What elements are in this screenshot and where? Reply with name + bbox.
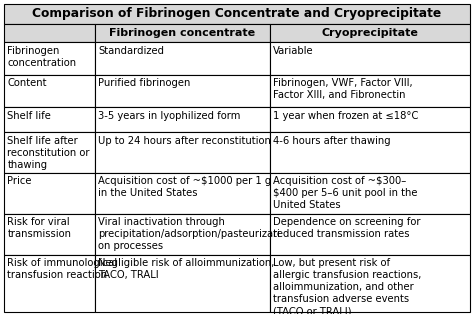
Bar [4,4,470,24]
Bar [4,107,95,132]
Text: Shelf life: Shelf life [8,111,51,121]
Text: Fibrinogen, VWF, Factor VIII,
Factor XIII, and Fibronectin: Fibrinogen, VWF, Factor VIII, Factor XII… [273,78,413,100]
Text: Dependence on screening for
reduced transmission rates: Dependence on screening for reduced tran… [273,217,420,239]
Bar [95,24,270,42]
Bar [270,24,470,42]
Bar [95,214,270,255]
Text: Comparison of Fibrinogen Concentrate and Cryoprecipitate: Comparison of Fibrinogen Concentrate and… [32,8,442,20]
Text: Risk for viral
transmission: Risk for viral transmission [8,217,72,239]
Text: Acquisition cost of ~$1000 per 1 g
in the United States: Acquisition cost of ~$1000 per 1 g in th… [99,176,272,198]
Bar [95,255,270,312]
Bar [270,107,470,132]
Bar [4,42,95,75]
Text: Price: Price [8,176,32,187]
Bar [4,75,95,107]
Text: Up to 24 hours after reconstitution: Up to 24 hours after reconstitution [99,136,271,145]
Bar [95,107,270,132]
Bar [4,173,95,214]
Text: 4-6 hours after thawing: 4-6 hours after thawing [273,136,391,145]
Text: Variable: Variable [273,46,314,56]
Text: 1 year when frozen at ≤18°C: 1 year when frozen at ≤18°C [273,111,419,121]
Text: Fibrinogen
concentration: Fibrinogen concentration [8,46,77,68]
Bar [4,132,95,173]
Bar [270,255,470,312]
Text: Risk of immunological
transfusion reaction: Risk of immunological transfusion reacti… [8,258,118,280]
Bar [270,132,470,173]
Bar [95,75,270,107]
Text: Negligible risk of alloimmunization,
TACO, TRALI: Negligible risk of alloimmunization, TAC… [99,258,275,280]
Bar [95,173,270,214]
Bar [4,214,95,255]
Text: Purified fibrinogen: Purified fibrinogen [99,78,191,88]
Bar [270,75,470,107]
Text: Viral inactivation through
precipitation/adsorption/pasteurizati
on processes: Viral inactivation through precipitation… [99,217,280,251]
Bar [4,255,95,312]
Text: Shelf life after
reconstitution or
thawing: Shelf life after reconstitution or thawi… [8,136,90,170]
Text: Acquisition cost of ~$300–
$400 per 5–6 unit pool in the
United States: Acquisition cost of ~$300– $400 per 5–6 … [273,176,418,210]
Text: Low, but present risk of
allergic transfusion reactions,
alloimmunization, and o: Low, but present risk of allergic transf… [273,258,421,314]
Text: 3-5 years in lyophilized form: 3-5 years in lyophilized form [99,111,241,121]
Bar [95,132,270,173]
Text: Standardized: Standardized [99,46,164,56]
Text: Content: Content [8,78,47,88]
Bar [4,24,95,42]
Bar [95,42,270,75]
Text: Cryoprecipitate: Cryoprecipitate [321,28,418,38]
Bar [270,173,470,214]
Bar [270,214,470,255]
Text: Fibrinogen concentrate: Fibrinogen concentrate [109,28,255,38]
Bar [270,42,470,75]
